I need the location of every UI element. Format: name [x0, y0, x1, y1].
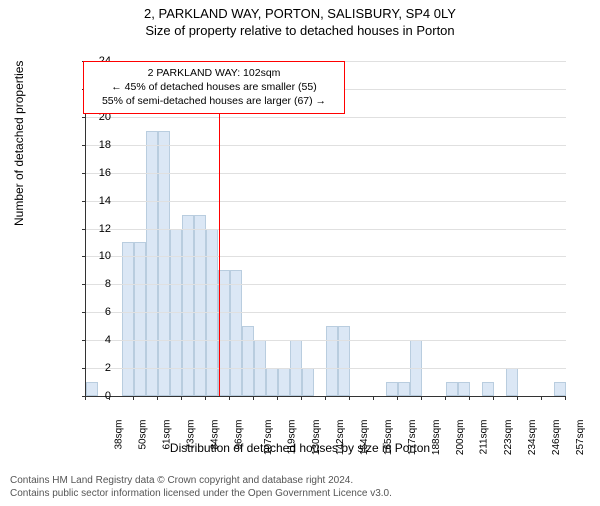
grid-line — [86, 201, 566, 202]
x-tick — [517, 396, 518, 400]
y-tick — [82, 284, 86, 285]
x-tick — [565, 396, 566, 400]
grid-line — [86, 340, 566, 341]
histogram-bar — [506, 368, 518, 396]
y-tick-label: 12 — [99, 223, 111, 235]
y-tick — [82, 368, 86, 369]
grid-line — [86, 256, 566, 257]
x-tick — [349, 396, 350, 400]
footer-line-1: Contains HM Land Registry data © Crown c… — [10, 474, 392, 487]
histogram-bar — [86, 382, 98, 396]
x-tick — [373, 396, 374, 400]
grid-line — [86, 229, 566, 230]
y-tick — [82, 117, 86, 118]
x-tick — [541, 396, 542, 400]
x-tick — [157, 396, 158, 400]
y-tick — [82, 229, 86, 230]
histogram-bar — [122, 242, 134, 396]
grid-line — [86, 312, 566, 313]
x-tick — [445, 396, 446, 400]
histogram-bar — [386, 382, 398, 396]
y-tick-label: 8 — [105, 278, 111, 290]
x-tick — [133, 396, 134, 400]
annotation-line-3: 55% of semi-detached houses are larger (… — [92, 94, 336, 108]
x-axis-label: Distribution of detached houses by size … — [0, 441, 600, 455]
x-tick — [205, 396, 206, 400]
footer-line-2: Contains public sector information licen… — [10, 487, 392, 500]
x-tick — [109, 396, 110, 400]
histogram-bar — [278, 368, 290, 396]
x-axis-ticks: 38sqm50sqm61sqm73sqm84sqm96sqm107sqm119s… — [85, 396, 565, 436]
histogram-bar — [146, 131, 158, 396]
y-tick-label: 18 — [99, 139, 111, 151]
chart-title-sub: Size of property relative to detached ho… — [0, 23, 600, 38]
x-tick — [301, 396, 302, 400]
grid-line — [86, 173, 566, 174]
histogram-bar — [338, 326, 350, 396]
y-tick — [82, 256, 86, 257]
grid-line — [86, 145, 566, 146]
x-tick — [253, 396, 254, 400]
y-axis-label: Number of detached properties — [12, 61, 26, 226]
y-tick — [82, 145, 86, 146]
y-tick-label: 16 — [99, 167, 111, 179]
annotation-box: 2 PARKLAND WAY: 102sqm ← 45% of detached… — [83, 61, 345, 114]
histogram-bar — [458, 382, 470, 396]
histogram-bar — [134, 242, 146, 396]
histogram-bar — [554, 382, 566, 396]
histogram-bar — [398, 382, 410, 396]
chart-title-main: 2, PARKLAND WAY, PORTON, SALISBURY, SP4 … — [0, 6, 600, 21]
y-tick-label: 10 — [99, 250, 111, 262]
histogram-bar — [326, 326, 338, 396]
histogram-bar — [482, 382, 494, 396]
histogram-bar — [242, 326, 254, 396]
annotation-line-2: ← 45% of detached houses are smaller (55… — [92, 80, 336, 94]
x-tick — [85, 396, 86, 400]
y-tick — [82, 173, 86, 174]
x-tick — [397, 396, 398, 400]
y-tick — [82, 201, 86, 202]
x-tick — [229, 396, 230, 400]
annotation-line-1: 2 PARKLAND WAY: 102sqm — [92, 66, 336, 80]
histogram-bar — [158, 131, 170, 396]
histogram-bar — [446, 382, 458, 396]
y-tick-label: 2 — [105, 362, 111, 374]
x-tick — [325, 396, 326, 400]
footer-attribution: Contains HM Land Registry data © Crown c… — [10, 474, 392, 500]
histogram-bar — [230, 270, 242, 396]
y-tick-label: 6 — [105, 306, 111, 318]
y-tick — [82, 312, 86, 313]
x-tick — [469, 396, 470, 400]
grid-line — [86, 117, 566, 118]
x-tick — [421, 396, 422, 400]
histogram-bar — [302, 368, 314, 396]
y-tick-label: 14 — [99, 195, 111, 207]
x-tick — [181, 396, 182, 400]
grid-line — [86, 368, 566, 369]
x-tick — [493, 396, 494, 400]
y-tick-label: 4 — [105, 334, 111, 346]
histogram-bar — [266, 368, 278, 396]
y-tick — [82, 340, 86, 341]
grid-line — [86, 284, 566, 285]
x-tick — [277, 396, 278, 400]
